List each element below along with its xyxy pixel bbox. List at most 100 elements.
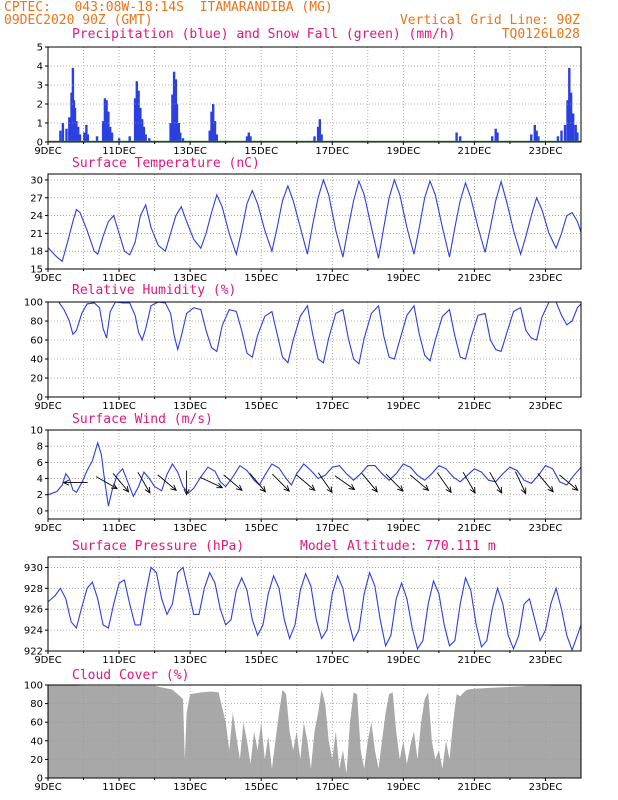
pres-xtick-label-3: 15DEC xyxy=(244,655,278,666)
wind-vector-head xyxy=(110,483,118,490)
precip-bar-24 xyxy=(135,81,138,142)
wind-vector-7 xyxy=(223,474,243,491)
header-date: 09DEC2020 90Z (GMT) xyxy=(4,13,153,28)
precip-bar-4 xyxy=(70,92,73,142)
wind-ytick-label-4: 8 xyxy=(37,442,43,453)
wind-vector-18 xyxy=(489,471,503,494)
rh-xtick-label-2: 13DEC xyxy=(173,401,207,412)
cloud-frame xyxy=(47,684,582,779)
pres-frame xyxy=(47,556,582,652)
wind-vector-head xyxy=(259,485,267,493)
pres-ytick-label-2: 926 xyxy=(24,605,43,616)
wind-vector-head xyxy=(445,486,452,494)
wind-vector-shaft xyxy=(489,471,503,494)
precipitation-title: Precipitation (blue) and Snow Fall (gree… xyxy=(72,27,456,42)
temp-ytick-label-1: 18 xyxy=(30,247,43,258)
precip-ytick-label-0: 0 xyxy=(37,138,43,149)
wind-vector-shaft xyxy=(436,472,452,493)
precip-bar-19 xyxy=(109,126,112,142)
precip-bar-52 xyxy=(459,136,462,142)
precip-ytick-label-3: 3 xyxy=(37,81,43,92)
pres-ytick-label-3: 928 xyxy=(24,584,43,595)
precip-bar-28 xyxy=(142,126,146,142)
wind-vector-9 xyxy=(271,473,290,492)
precip-bar-33 xyxy=(172,71,176,142)
precip-bar-13 xyxy=(86,134,89,142)
precip-bar-58 xyxy=(535,130,538,142)
temp-ytick-label-0: 15 xyxy=(30,265,43,276)
precip-bar-10 xyxy=(78,134,82,142)
precip-bar-49 xyxy=(318,119,321,142)
rh-ytick-label-4: 80 xyxy=(30,317,43,328)
wind-vector-shaft xyxy=(462,471,476,494)
panel-humidity: Relative Humidity (%) 0 20 40 60 80 100 9DEC 11… xyxy=(24,283,582,412)
rh-xtick-label-7: 23DEC xyxy=(529,401,563,412)
rh-xtick-label-3: 15DEC xyxy=(244,401,278,412)
rh-ytick-label-0: 0 xyxy=(37,393,43,404)
precip-bar-57 xyxy=(533,124,536,142)
temp-xtick-label-5: 19DEC xyxy=(386,273,420,284)
temp-xtick-label-7: 23DEC xyxy=(529,273,563,284)
temp-xtick-label-0: 9DEC xyxy=(34,273,61,284)
panel-temperature: Surface Temperature (nC) 15 18 21 24 27 30 9DE… xyxy=(30,156,582,284)
wind-vector-head xyxy=(235,484,243,491)
precip-ytick-label-1: 1 xyxy=(37,119,43,130)
rh-frame xyxy=(47,301,582,398)
rh-xtick-label-4: 17DEC xyxy=(315,401,349,412)
cloud-cover-title: Cloud Cover (%) xyxy=(72,668,189,683)
temp-ytick-label-5: 30 xyxy=(30,175,43,186)
wind-xtick-label-1: 11DEC xyxy=(102,523,136,534)
wind-vector-4 xyxy=(157,474,177,491)
wind-vector-shaft xyxy=(537,473,554,493)
rh-xtick-label-6: 21DEC xyxy=(458,401,492,412)
precip-xtick-label-3: 15DEC xyxy=(244,146,278,157)
wind-xtick-label-0: 9DEC xyxy=(34,523,61,534)
precip-bar-62 xyxy=(563,124,567,142)
precip-bar-2 xyxy=(65,128,68,142)
precip-bar-50 xyxy=(320,134,323,142)
precip-bar-8 xyxy=(75,121,78,142)
temp-xtick-label-4: 17DEC xyxy=(315,273,349,284)
wind-vector-shaft xyxy=(95,476,118,489)
rh-line xyxy=(48,301,582,365)
wind-vector-1 xyxy=(95,476,118,490)
wind-vector-head xyxy=(62,479,70,486)
precip-bar-23 xyxy=(133,98,137,142)
pres-xtick-label-7: 23DEC xyxy=(529,655,563,666)
temp-ytick-label-4: 27 xyxy=(30,193,43,204)
wind-vector-15 xyxy=(409,474,430,491)
pressure-title: Surface Pressure (hPa) xyxy=(72,539,244,554)
wind-vector-shaft xyxy=(296,474,316,491)
precip-bar-14 xyxy=(95,136,99,142)
precip-bar-0 xyxy=(59,130,62,142)
temp-xtick-label-1: 11DEC xyxy=(102,273,136,284)
precip-bar-3 xyxy=(68,117,71,142)
wind-xtick-label-7: 23DEC xyxy=(529,523,563,534)
pres-xtick-label-4: 17DEC xyxy=(315,655,349,666)
wind-vector-head xyxy=(144,486,151,494)
precip-bar-15 xyxy=(101,121,105,142)
precip-bar-61 xyxy=(560,130,563,142)
wind-vector-shaft xyxy=(317,472,333,493)
precip-bar-31 xyxy=(169,123,172,142)
wind-vector-head xyxy=(547,485,554,493)
wind-vector-head xyxy=(469,486,476,494)
precip-bar-17 xyxy=(105,100,108,142)
wind-ytick-label-1: 2 xyxy=(37,490,43,501)
wind-vector-head xyxy=(397,485,404,492)
pres-ytick-label-0: 922 xyxy=(24,647,43,658)
humidity-title: Relative Humidity (%) xyxy=(72,283,236,298)
cloud-xtick-label-3: 15DEC xyxy=(244,782,278,793)
wind-ytick-label-2: 4 xyxy=(37,474,43,485)
precip-bar-38 xyxy=(181,138,185,142)
temp-xtick-label-6: 21DEC xyxy=(458,273,492,284)
precip-ytick-label-2: 2 xyxy=(37,100,43,111)
wind-vector-13 xyxy=(361,473,378,493)
cloud-ytick-label-2: 40 xyxy=(30,736,43,747)
wind-ytick-label-0: 0 xyxy=(37,506,43,517)
wind-vector-11 xyxy=(317,472,333,494)
precip-xtick-label-1: 11DEC xyxy=(102,146,136,157)
cloud-area xyxy=(48,685,581,778)
precip-bar-51 xyxy=(455,132,458,142)
wind-vector-5 xyxy=(183,470,190,496)
